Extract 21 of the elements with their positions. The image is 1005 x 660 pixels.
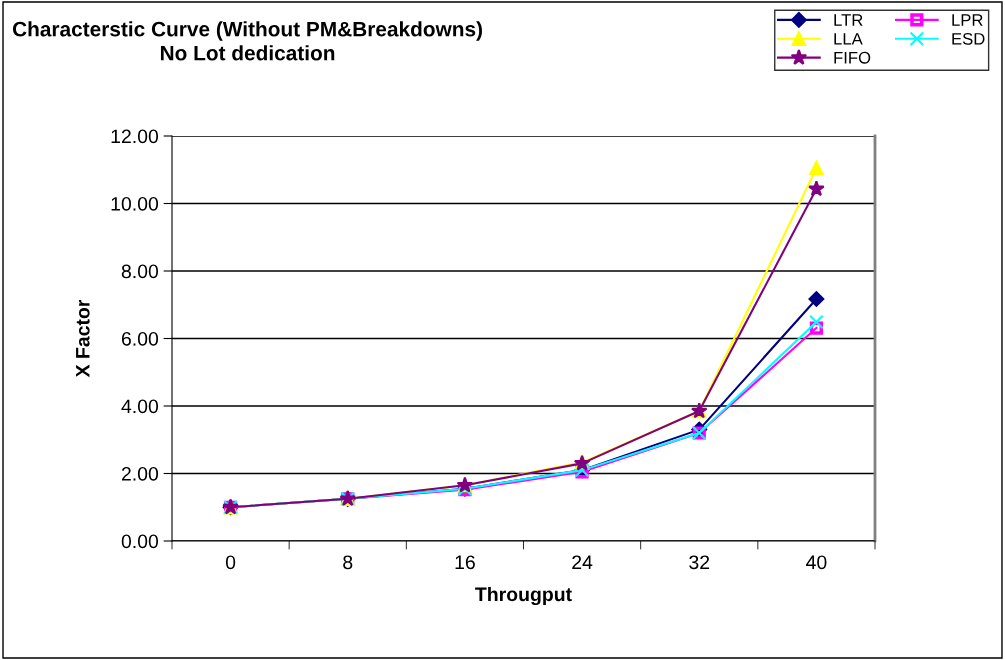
x-tick-label: 0 xyxy=(225,555,236,570)
legend-label: ESD xyxy=(952,32,985,45)
y-tick-label: 10.00 xyxy=(111,196,159,211)
x-tick-label: 40 xyxy=(806,555,827,570)
y-axis-title: X Factor xyxy=(76,299,90,378)
y-tick-label: 4.00 xyxy=(121,399,159,414)
y-tick-label: 8.00 xyxy=(121,264,159,279)
x-tick-label: 24 xyxy=(572,555,593,569)
legend-label: LPR xyxy=(952,14,983,26)
y-tick-label: 0.00 xyxy=(121,534,159,549)
legend-label: FIFO xyxy=(834,51,871,64)
x-axis-title: Througput xyxy=(475,586,572,606)
y-tick-label: 2.00 xyxy=(121,466,159,481)
chart-title: Characterstic Curve (Without PM&Breakdowns) No Lot dedication xyxy=(12,21,482,61)
y-tick-label: 12.00 xyxy=(111,129,159,144)
legend-label: LLA xyxy=(834,33,863,45)
x-tick-label: 32 xyxy=(689,555,710,570)
x-tick-label: 8 xyxy=(343,555,353,570)
legend-label: LTR xyxy=(834,14,863,26)
y-tick-label: 6.00 xyxy=(121,331,159,346)
x-tick-label: 16 xyxy=(455,555,475,570)
